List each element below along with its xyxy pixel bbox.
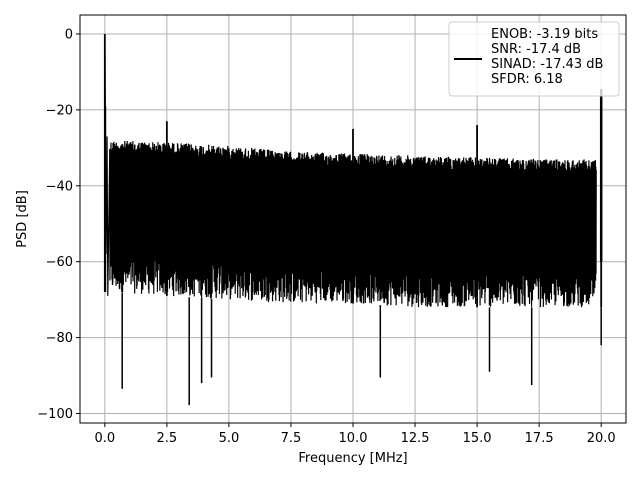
y-tick-label: −100 <box>37 407 73 422</box>
y-axis-label: PSD [dB] <box>15 190 30 248</box>
x-tick-label: 20.0 <box>587 431 616 446</box>
psd-series <box>103 33 603 406</box>
x-axis-label: Frequency [MHz] <box>298 451 407 466</box>
legend-box <box>448 21 620 97</box>
legend: ENOB: -3.19 bits SNR: -17.4 dB SINAD: -1… <box>448 21 620 97</box>
x-tick-label: 10.0 <box>339 431 368 446</box>
x-tick-label: 12.5 <box>401 431 430 446</box>
legend-snr: SNR: -17.4 dB <box>491 42 581 57</box>
y-tick-label: 0 <box>65 27 73 42</box>
legend-sinad: SINAD: -17.43 dB <box>491 57 603 72</box>
x-tick-label: 15.0 <box>463 431 492 446</box>
x-tick-label: 5.0 <box>219 431 240 446</box>
x-axis-ticks: 0.0 2.5 5.0 7.5 10.0 12.5 15.0 17.5 20.0 <box>94 423 616 446</box>
y-tick-label: −80 <box>46 331 73 346</box>
y-axis-ticks: 0 −20 −40 −60 −80 −100 <box>37 27 80 422</box>
y-tick-label: −60 <box>46 255 73 270</box>
y-tick-label: −40 <box>46 179 73 194</box>
x-tick-label: 17.5 <box>525 431 554 446</box>
x-tick-label: 2.5 <box>157 431 178 446</box>
x-tick-label: 0.0 <box>94 431 115 446</box>
legend-sfdr: SFDR: 6.18 <box>491 72 563 87</box>
x-tick-label: 7.5 <box>281 431 302 446</box>
legend-enob: ENOB: -3.19 bits <box>491 27 598 42</box>
y-tick-label: −20 <box>46 103 73 118</box>
